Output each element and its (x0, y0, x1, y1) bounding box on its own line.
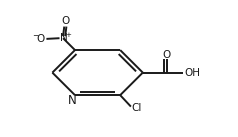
Text: O: O (37, 34, 45, 44)
Text: −: − (33, 31, 39, 40)
Text: OH: OH (184, 68, 200, 78)
Text: N: N (68, 94, 77, 107)
Text: +: + (65, 32, 71, 38)
Text: Cl: Cl (132, 103, 142, 113)
Text: O: O (163, 50, 171, 60)
Text: O: O (61, 16, 69, 26)
Text: N: N (60, 32, 68, 42)
